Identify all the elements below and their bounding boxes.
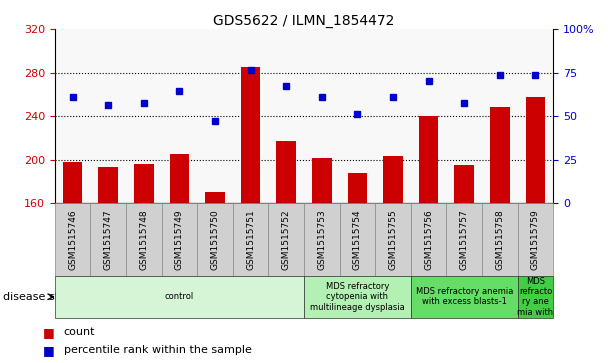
Bar <box>134 164 154 203</box>
Title: GDS5622 / ILMN_1854472: GDS5622 / ILMN_1854472 <box>213 14 395 28</box>
Text: count: count <box>64 327 95 337</box>
Text: GSM1515747: GSM1515747 <box>103 209 112 270</box>
Text: GSM1515759: GSM1515759 <box>531 209 540 270</box>
Bar <box>98 167 118 203</box>
Bar <box>526 97 545 203</box>
Text: GSM1515748: GSM1515748 <box>139 209 148 270</box>
Bar <box>419 116 438 203</box>
Text: MDS refractory anemia
with excess blasts-1: MDS refractory anemia with excess blasts… <box>415 287 513 306</box>
Text: ■: ■ <box>43 344 55 357</box>
Bar <box>383 156 403 203</box>
Text: GSM1515749: GSM1515749 <box>175 209 184 270</box>
Text: GSM1515753: GSM1515753 <box>317 209 326 270</box>
Text: ■: ■ <box>43 326 55 339</box>
Bar <box>63 162 82 203</box>
Text: percentile rank within the sample: percentile rank within the sample <box>64 345 252 355</box>
Bar <box>241 67 260 203</box>
Text: MDS
refracto
ry ane
mia with: MDS refracto ry ane mia with <box>517 277 553 317</box>
Text: GSM1515750: GSM1515750 <box>210 209 219 270</box>
Bar <box>312 158 331 203</box>
Bar <box>170 154 189 203</box>
Bar <box>348 173 367 203</box>
Bar <box>277 141 296 203</box>
Text: disease state: disease state <box>3 292 77 302</box>
Text: GSM1515754: GSM1515754 <box>353 209 362 270</box>
Text: GSM1515757: GSM1515757 <box>460 209 469 270</box>
Bar <box>490 107 510 203</box>
Bar <box>205 192 225 203</box>
Text: MDS refractory
cytopenia with
multilineage dysplasia: MDS refractory cytopenia with multilinea… <box>310 282 405 312</box>
Text: GSM1515758: GSM1515758 <box>496 209 505 270</box>
Bar <box>454 165 474 203</box>
Text: GSM1515751: GSM1515751 <box>246 209 255 270</box>
Text: GSM1515756: GSM1515756 <box>424 209 433 270</box>
Text: GSM1515746: GSM1515746 <box>68 209 77 270</box>
Text: GSM1515755: GSM1515755 <box>389 209 398 270</box>
Text: GSM1515752: GSM1515752 <box>282 209 291 270</box>
Text: control: control <box>165 292 194 301</box>
